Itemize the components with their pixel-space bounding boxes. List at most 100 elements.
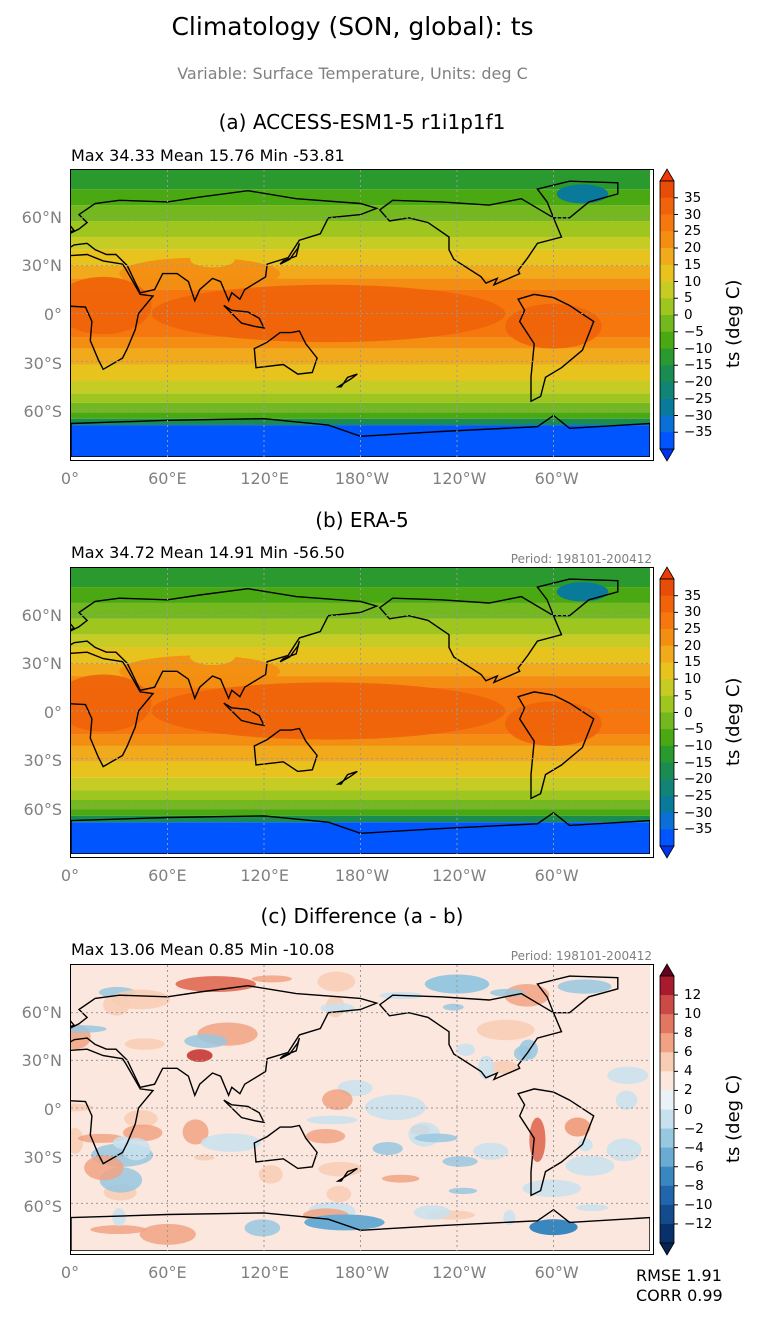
colorbar-tick-label: −10 (684, 737, 713, 754)
colorbar-tick-label: 4 (684, 1063, 693, 1080)
metrics-box: RMSE 1.91 CORR 0.99 (636, 1266, 723, 1306)
colorbar-segment (660, 1052, 674, 1072)
panel-c-colorbar: 12 10 8 6 4 2 0 −2 −4 −6 −8 −10 −12 (659, 963, 713, 1256)
rmse-value: RMSE 1.91 (636, 1266, 722, 1285)
diff-anomaly (182, 1119, 209, 1145)
colorbar-tick-label: −15 (684, 357, 713, 374)
lat-tick-label: 30°N (21, 654, 62, 673)
colorbar-segment (660, 679, 674, 697)
diff-anomaly (306, 1115, 358, 1125)
colorbar-tick-label: 6 (684, 1044, 693, 1061)
temperature-band (71, 278, 650, 290)
colorbar-segment (660, 398, 674, 416)
panel-c-colorbar-label: ts (deg C) (723, 1074, 744, 1163)
colorbar-segment (660, 281, 674, 299)
colorbar-tick-label: 5 (684, 290, 693, 307)
colorbar-segment (660, 1109, 674, 1130)
colorbar-segment (660, 976, 674, 996)
panel-c-stats: Max 13.06 Mean 0.85 Min -10.08 (71, 940, 335, 959)
diff-anomaly (607, 1066, 649, 1085)
colorbar-tick-label: 20 (684, 240, 702, 256)
colorbar-tick-label: −8 (684, 1177, 704, 1194)
colorbar-tick-label: −2 (684, 1120, 704, 1137)
lat-tick-label: 60°N (21, 207, 62, 227)
coastline (253, 330, 318, 375)
colorbar-segment (660, 812, 674, 830)
temperature-band (71, 676, 650, 688)
figure-title: Climatology (SON, global): ts (171, 12, 534, 41)
temperature-band (71, 221, 650, 237)
lat-tick-label: 30°N (21, 1051, 62, 1070)
coastline (71, 189, 379, 303)
colorbar-segment (660, 315, 674, 333)
colorbar-segment (660, 1128, 674, 1149)
colorbar-tick-label: −30 (684, 407, 713, 424)
temperature-band (71, 364, 650, 381)
panel-c-period: Period: 198101-200412 (510, 949, 652, 963)
panel-b-colorbar-label: ts (deg C) (723, 677, 744, 766)
colorbar-tick-label: 10 (684, 1006, 702, 1023)
panel-b-colorbar: 35 30 25 20 15 10 5 0 −5 −10 −15 −20 −25 −30 −35 (659, 566, 713, 859)
map-svg (71, 170, 650, 457)
colorbar-segment (660, 712, 674, 730)
colorbar-segment (660, 432, 674, 450)
lon-tick-label: 180°W (334, 469, 390, 488)
diff-anomaly (381, 1174, 420, 1183)
diff-anomaly (513, 1045, 532, 1061)
panel-b-map (70, 567, 654, 858)
lon-tick-label: 60°E (148, 469, 187, 488)
colorbar-tick-label: 35 (684, 587, 702, 604)
temperature-band (71, 568, 650, 588)
colorbar-tick-label: 0 (684, 307, 693, 323)
colorbar-tick-label: −30 (684, 804, 713, 821)
temperature-band (71, 189, 650, 206)
colorbar-segment (660, 829, 674, 847)
colorbar-segment (660, 1014, 674, 1034)
colorbar-segment (660, 1090, 674, 1110)
cold-region (556, 582, 609, 602)
lon-tick-label: 0° (60, 469, 80, 488)
diff-anomaly (606, 1138, 642, 1162)
lat-tick-label: 60°S (23, 1196, 62, 1216)
cold-region (190, 649, 236, 665)
colorbar-tick-label: −4 (684, 1139, 704, 1156)
lat-tick-label: 60°N (21, 605, 62, 625)
colorbar-under (659, 448, 675, 462)
figure-subtitle: Variable: Surface Temperature, Units: de… (177, 64, 528, 83)
diff-anomaly (372, 1141, 403, 1155)
diff-anomaly (111, 989, 171, 1010)
colorbar-tick-label: 12 (684, 987, 702, 1004)
coastline (71, 1208, 650, 1251)
colorbar-tick-label: 15 (684, 256, 702, 273)
diff-anomaly (413, 1205, 451, 1220)
colorbar-segment (660, 1033, 674, 1053)
diff-anomaly (175, 976, 256, 993)
coastline (223, 1099, 266, 1124)
colorbar-tick-label: 20 (684, 637, 702, 654)
corr-value: CORR 0.99 (636, 1286, 723, 1305)
coastline (71, 414, 650, 457)
diff-anomaly (322, 1089, 353, 1111)
lat-tick-label: 0° (43, 1099, 62, 1119)
diff-anomaly (305, 1129, 346, 1144)
colorbar-segment (660, 762, 674, 780)
panel-b-title: (b) ERA-5 (315, 508, 409, 532)
diff-anomaly (578, 1138, 593, 1152)
colorbar-segment (660, 248, 674, 266)
warm-region (119, 257, 281, 290)
colorbar-segment (660, 415, 674, 433)
diff-anomaly (258, 1165, 283, 1184)
colorbar-segment (660, 745, 674, 764)
temperature-band (71, 402, 650, 413)
cold-region (556, 184, 609, 204)
colorbar-tick-label: −25 (684, 787, 713, 804)
colorbar-over (659, 963, 675, 977)
temperature-band (71, 393, 650, 403)
colorbar-tick-label: −35 (684, 821, 713, 838)
lon-tick-label: 60°E (148, 866, 187, 885)
lon-tick-label: 180°W (334, 866, 390, 885)
coastline (517, 1088, 595, 1197)
diff-anomaly (184, 1034, 228, 1049)
colorbar-under (659, 845, 675, 859)
coastline (335, 1167, 358, 1182)
